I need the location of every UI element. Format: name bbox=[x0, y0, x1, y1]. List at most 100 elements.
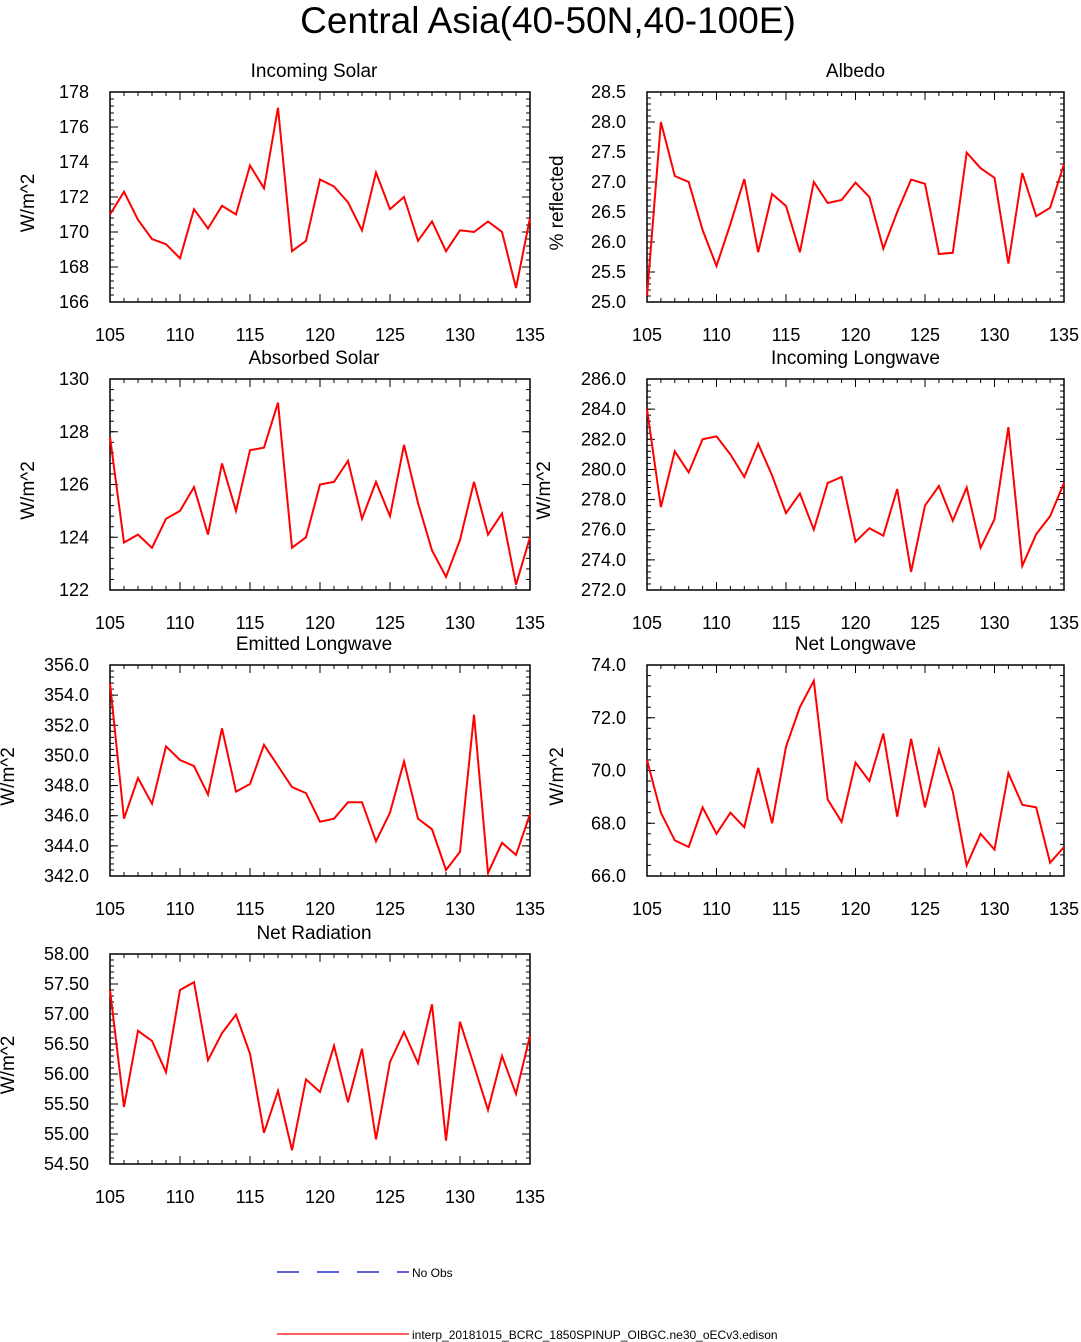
x-tick-label: 120 bbox=[840, 899, 870, 919]
x-tick-label: 130 bbox=[445, 899, 475, 919]
y-tick-label: 272.0 bbox=[581, 580, 626, 600]
chart-panel: 105 110 115 120 125 130 135 272.0 274.0 276.0 278.… bbox=[534, 348, 1079, 633]
x-tick-label: 135 bbox=[1049, 899, 1079, 919]
panel-title: Albedo bbox=[826, 61, 885, 82]
panel-title: Incoming Solar bbox=[251, 61, 378, 82]
plot-frame bbox=[646, 664, 1065, 877]
x-tick-label: 110 bbox=[166, 899, 195, 919]
x-tick-label: 125 bbox=[375, 899, 405, 919]
x-tick-label: 125 bbox=[910, 899, 940, 919]
x-tick-label: 115 bbox=[772, 899, 801, 919]
x-tick-label: 125 bbox=[375, 325, 405, 345]
chart-panel: 105 110 115 120 125 130 135 66.0 68.0 70.0 72.0 74.… bbox=[547, 634, 1079, 919]
plot-frame bbox=[109, 953, 531, 1165]
y-tick-label: 278.0 bbox=[581, 490, 626, 510]
y-tick-label: 178 bbox=[59, 82, 89, 102]
y-tick-label: 276.0 bbox=[581, 520, 626, 540]
y-tick-label: 58.00 bbox=[44, 944, 89, 964]
y-tick-label: 28.0 bbox=[591, 112, 626, 132]
x-tick-label: 120 bbox=[305, 1187, 335, 1207]
series-line bbox=[646, 408, 1065, 573]
x-tick-label: 125 bbox=[910, 325, 940, 345]
y-tick-label: 74.0 bbox=[591, 655, 626, 675]
x-tick-label: 120 bbox=[305, 325, 335, 345]
x-tick-label: 135 bbox=[515, 899, 545, 919]
x-tick-label: 120 bbox=[305, 613, 335, 633]
y-tick-label: 356.0 bbox=[44, 655, 89, 675]
x-tick-label: 105 bbox=[632, 613, 662, 633]
y-tick-label: 57.00 bbox=[44, 1004, 89, 1024]
y-axis-label: W/m^2 bbox=[18, 174, 39, 233]
x-tick-label: 120 bbox=[305, 899, 335, 919]
figure-title: Central Asia(40-50N,40-100E) bbox=[300, 0, 796, 41]
y-tick-label: 352.0 bbox=[44, 715, 89, 735]
y-tick-label: 286.0 bbox=[581, 369, 626, 389]
y-axis-label: W/m^2 bbox=[534, 461, 555, 520]
y-tick-label: 68.0 bbox=[591, 813, 626, 833]
legend: No Obs interp_20181015_BCRC_1850SPINUP_O… bbox=[277, 1266, 778, 1342]
chart-panel: 105 110 115 120 125 130 135 25.0 25.5 26.0 26.5 27.… bbox=[547, 61, 1079, 345]
legend-obs-label: No Obs bbox=[412, 1266, 453, 1280]
x-tick-label: 125 bbox=[375, 613, 405, 633]
y-tick-label: 66.0 bbox=[591, 866, 626, 886]
y-tick-label: 28.5 bbox=[591, 82, 626, 102]
x-tick-label: 125 bbox=[910, 613, 940, 633]
y-tick-label: 274.0 bbox=[581, 550, 626, 570]
plot-frame bbox=[109, 91, 531, 303]
y-tick-label: 280.0 bbox=[581, 459, 626, 479]
y-tick-label: 350.0 bbox=[44, 745, 89, 765]
series-line bbox=[109, 107, 531, 289]
y-tick-label: 55.00 bbox=[44, 1124, 89, 1144]
y-tick-label: 168 bbox=[59, 257, 89, 277]
x-tick-label: 135 bbox=[1049, 325, 1079, 345]
plot-frame bbox=[109, 664, 531, 877]
chart-panel: 105 110 115 120 125 130 135 54.50 55.00 55.50 56.0… bbox=[0, 923, 545, 1207]
plot-frame bbox=[646, 91, 1065, 303]
x-tick-label: 105 bbox=[95, 325, 125, 345]
chart-panel: 105 110 115 120 125 130 135 122 124 126 128 130 Abso… bbox=[18, 348, 545, 633]
y-axis-label: % reflected bbox=[547, 155, 568, 250]
y-tick-label: 72.0 bbox=[591, 708, 626, 728]
x-tick-label: 120 bbox=[840, 613, 870, 633]
y-tick-label: 348.0 bbox=[44, 776, 89, 796]
y-tick-label: 282.0 bbox=[581, 429, 626, 449]
series-line bbox=[109, 682, 531, 877]
y-tick-label: 126 bbox=[59, 475, 89, 495]
x-tick-label: 110 bbox=[702, 899, 731, 919]
y-tick-label: 172 bbox=[59, 187, 89, 207]
series-line bbox=[646, 121, 1065, 297]
y-tick-label: 25.0 bbox=[591, 292, 626, 312]
panels: 105 110 115 120 125 130 135 166 168 170 172 174 176 1… bbox=[0, 61, 1079, 1207]
panel-title: Emitted Longwave bbox=[236, 634, 392, 655]
y-tick-label: 26.0 bbox=[591, 232, 626, 252]
x-tick-label: 105 bbox=[632, 325, 662, 345]
x-tick-label: 105 bbox=[95, 613, 125, 633]
series-line bbox=[109, 980, 531, 1151]
plot-frame bbox=[646, 378, 1065, 591]
x-tick-label: 135 bbox=[1049, 613, 1079, 633]
y-tick-label: 170 bbox=[59, 222, 89, 242]
series-line bbox=[109, 402, 531, 585]
x-tick-label: 110 bbox=[166, 325, 195, 345]
x-tick-label: 110 bbox=[702, 325, 731, 345]
y-tick-label: 70.0 bbox=[591, 761, 626, 781]
y-tick-label: 128 bbox=[59, 422, 89, 442]
y-axis-label: W/m^2 bbox=[0, 1036, 19, 1095]
y-axis-label: W/m^2 bbox=[0, 747, 19, 806]
x-tick-label: 105 bbox=[95, 899, 125, 919]
x-tick-label: 130 bbox=[445, 1187, 475, 1207]
x-tick-label: 135 bbox=[515, 613, 545, 633]
x-tick-label: 115 bbox=[236, 325, 265, 345]
x-tick-label: 110 bbox=[166, 613, 195, 633]
y-tick-label: 57.50 bbox=[44, 974, 89, 994]
x-tick-label: 130 bbox=[445, 325, 475, 345]
x-tick-label: 130 bbox=[979, 899, 1009, 919]
y-tick-label: 27.5 bbox=[591, 142, 626, 162]
y-tick-label: 166 bbox=[59, 292, 89, 312]
x-tick-label: 115 bbox=[236, 613, 265, 633]
x-tick-label: 130 bbox=[445, 613, 475, 633]
x-tick-label: 105 bbox=[95, 1187, 125, 1207]
y-tick-label: 176 bbox=[59, 117, 89, 137]
panel-title: Incoming Longwave bbox=[771, 348, 940, 369]
